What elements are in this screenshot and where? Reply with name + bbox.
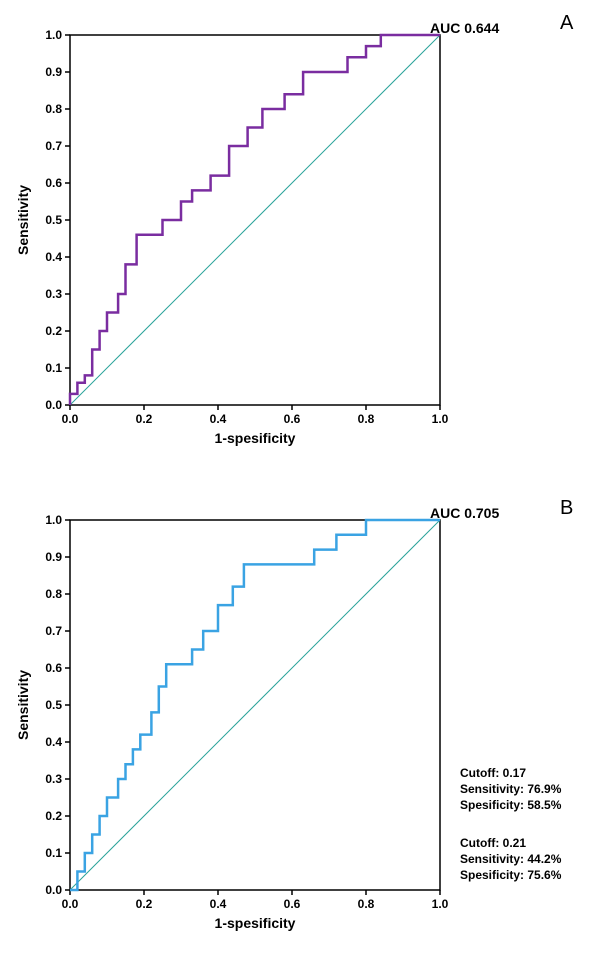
svg-text:0.2: 0.2 (136, 897, 153, 911)
panel-letter-b: B (560, 497, 573, 520)
svg-text:0.1: 0.1 (45, 361, 62, 375)
svg-text:1.0: 1.0 (432, 897, 449, 911)
svg-text:0.3: 0.3 (45, 772, 62, 786)
svg-text:0.8: 0.8 (358, 897, 375, 911)
svg-text:0.6: 0.6 (45, 176, 62, 190)
svg-text:0.0: 0.0 (62, 897, 79, 911)
svg-text:0.8: 0.8 (358, 412, 375, 426)
svg-text:0.2: 0.2 (136, 412, 153, 426)
svg-text:0.1: 0.1 (45, 846, 62, 860)
svg-text:1.0: 1.0 (45, 513, 62, 527)
svg-text:0.9: 0.9 (45, 550, 62, 564)
svg-text:0.5: 0.5 (45, 698, 62, 712)
svg-text:0.4: 0.4 (210, 412, 227, 426)
cutoff-2: Cutoff: 0.21 (460, 835, 561, 851)
svg-text:0.6: 0.6 (284, 897, 301, 911)
chart-b: 0.0 0.2 0.4 0.6 0.8 1.0 0.0 0.1 0.2 0.3 0.4 0.5 0.6 0… (0, 485, 480, 945)
spesificity-1: Spesificity: 58.5% (460, 797, 561, 813)
svg-text:0.2: 0.2 (45, 809, 62, 823)
svg-text:1.0: 1.0 (45, 28, 62, 42)
svg-text:0.4: 0.4 (45, 735, 62, 749)
svg-text:Sensitivity: Sensitivity (15, 185, 31, 255)
figure-container: AUC 0.644 A 0.00.20.40.60.81.00.00.10.20… (0, 0, 598, 976)
svg-text:0.7: 0.7 (45, 624, 62, 638)
svg-text:1-spesificity: 1-spesificity (215, 915, 296, 931)
stats-block-2: Cutoff: 0.21 Sensitivity: 44.2% Spesific… (460, 835, 561, 884)
svg-text:0.0: 0.0 (45, 398, 62, 412)
sensitivity-2: Sensitivity: 44.2% (460, 851, 561, 867)
cutoff-1: Cutoff: 0.17 (460, 765, 561, 781)
svg-text:0.5: 0.5 (45, 213, 62, 227)
svg-text:0.8: 0.8 (45, 587, 62, 601)
svg-text:0.9: 0.9 (45, 65, 62, 79)
svg-text:0.3: 0.3 (45, 287, 62, 301)
svg-text:1.0: 1.0 (432, 412, 449, 426)
sensitivity-1: Sensitivity: 76.9% (460, 781, 561, 797)
svg-text:0.0: 0.0 (45, 883, 62, 897)
svg-text:1-spesificity: 1-spesificity (215, 430, 296, 446)
svg-text:0.6: 0.6 (284, 412, 301, 426)
svg-text:0.4: 0.4 (210, 897, 227, 911)
svg-text:0.4: 0.4 (45, 250, 62, 264)
svg-text:0.0: 0.0 (62, 412, 79, 426)
panel-letter-a: A (560, 12, 573, 35)
svg-text:0.2: 0.2 (45, 324, 62, 338)
chart-a: 0.0 0.2 0.4 0.6 0.8 1.0 0.0 0.1 0.2 0.3 0.4 0.5 0.6 0… (0, 0, 480, 460)
svg-text:0.8: 0.8 (45, 102, 62, 116)
spesificity-2: Spesificity: 75.6% (460, 867, 561, 883)
stats-block-1: Cutoff: 0.17 Sensitivity: 76.9% Spesific… (460, 765, 561, 814)
svg-text:0.7: 0.7 (45, 139, 62, 153)
svg-text:Sensitivity: Sensitivity (15, 670, 31, 740)
svg-text:0.6: 0.6 (45, 661, 62, 675)
